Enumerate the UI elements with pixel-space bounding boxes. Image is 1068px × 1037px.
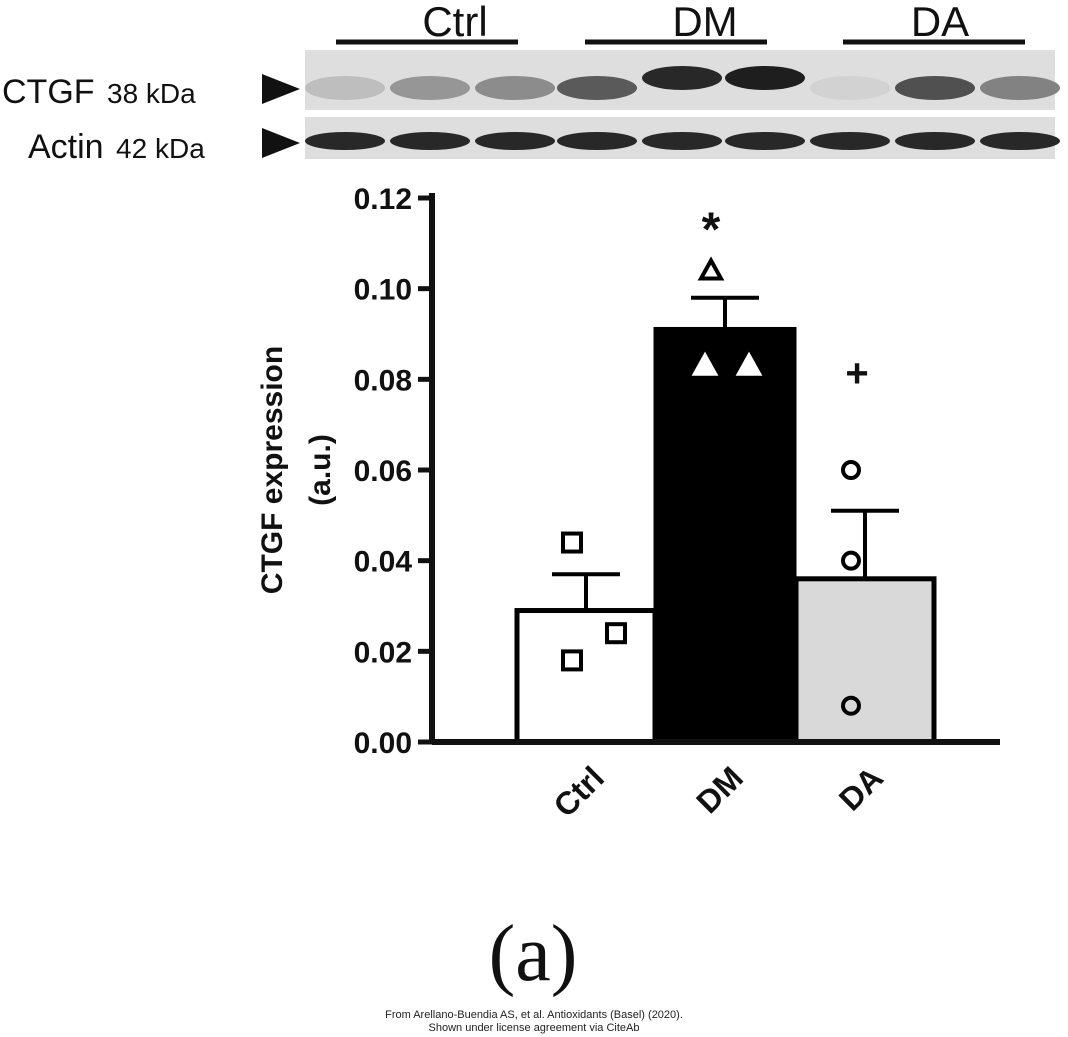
actin-band xyxy=(810,132,890,150)
blot-kda-ctgf: 38 kDa xyxy=(107,78,196,109)
ctgf-band xyxy=(980,76,1060,100)
ctgf-band xyxy=(810,76,890,100)
bar-da xyxy=(793,576,937,745)
blot-protein-ctgf: CTGF xyxy=(2,73,95,111)
x-axis-category-labels: Ctrl DM DA xyxy=(547,759,890,823)
arrow-ctgf-icon xyxy=(262,74,300,104)
ctgf-band xyxy=(642,66,722,90)
y-tick-label: 0.02 xyxy=(354,636,412,669)
data-point xyxy=(561,531,583,554)
blot-group-label-dm: DM xyxy=(672,0,737,45)
actin-band xyxy=(642,132,722,150)
ctgf-band xyxy=(895,76,975,100)
actin-band xyxy=(390,132,470,150)
actin-band xyxy=(725,132,805,150)
y-axis-title-units: (a.u.) xyxy=(304,434,337,506)
actin-band xyxy=(980,132,1060,150)
y-axis-title: CTGF expression xyxy=(256,346,289,594)
data-point xyxy=(735,351,763,376)
y-tick-label: 0.00 xyxy=(354,727,412,760)
ctgf-band xyxy=(390,76,470,100)
ctgf-band xyxy=(557,76,637,100)
svg-text:Actin 42 kDa: Actin 42 kDa xyxy=(28,128,205,166)
x-category-label: Ctrl xyxy=(547,759,611,823)
error-bars xyxy=(552,295,899,611)
y-tick-label: 0.06 xyxy=(354,455,412,488)
x-category-label: DA xyxy=(832,759,890,817)
blot-protein-actin: Actin xyxy=(28,128,104,166)
data-points xyxy=(561,256,861,716)
significance-mark: + xyxy=(845,351,868,395)
bar-ctrl xyxy=(514,608,658,745)
bar-chart: 0.000.020.040.060.080.100.12 *+ Ctrl DM DA… xyxy=(256,183,1000,824)
y-tick-label: 0.04 xyxy=(354,546,413,579)
data-point xyxy=(841,695,861,716)
x-category-label: DM xyxy=(689,759,750,820)
blot-group-label-ctrl: Ctrl xyxy=(422,0,487,45)
blot-bands-actin xyxy=(305,132,1060,150)
y-tick-label: 0.08 xyxy=(354,364,412,397)
significance-mark: * xyxy=(702,204,721,257)
ctgf-band xyxy=(305,76,385,100)
bars xyxy=(514,326,937,745)
blot-row-ctgf: CTGF 38 kDa xyxy=(2,50,1060,111)
ctgf-band xyxy=(475,76,555,100)
actin-band xyxy=(305,132,385,150)
actin-band xyxy=(557,132,637,150)
blot-row-actin: Actin 42 kDa xyxy=(28,117,1060,166)
blot-kda-actin: 42 kDa xyxy=(116,133,205,164)
credit-line-2: Shown under license agreement via CiteAb xyxy=(429,1022,640,1034)
data-point xyxy=(841,550,861,571)
blot-group-labels: Ctrl DM DA xyxy=(336,0,1025,45)
arrow-actin-icon xyxy=(262,128,300,158)
ctgf-band xyxy=(725,66,805,90)
data-point xyxy=(841,460,861,480)
blot-group-label-da: DA xyxy=(911,0,969,45)
bar-dm xyxy=(653,326,797,745)
actin-band xyxy=(895,132,975,150)
actin-band xyxy=(475,132,555,150)
y-tick-label: 0.12 xyxy=(354,183,412,216)
blot-bands-ctgf xyxy=(305,66,1060,100)
data-point xyxy=(561,649,583,672)
significance-marks: *+ xyxy=(702,204,869,396)
svg-text:CTGF 38 kDa: CTGF 38 kDa xyxy=(2,73,196,111)
data-point xyxy=(605,622,627,645)
y-tick-label: 0.10 xyxy=(354,274,412,307)
credit-line-1: From Arellano-Buendia AS, et al. Antioxi… xyxy=(385,1009,683,1021)
y-axis-ticks: 0.00 0.02 0.04 0.06 0.08 0.10 0.12 xyxy=(354,183,432,760)
panel-label: (a) xyxy=(489,910,578,998)
data-point xyxy=(691,351,719,376)
data-point xyxy=(697,256,725,281)
